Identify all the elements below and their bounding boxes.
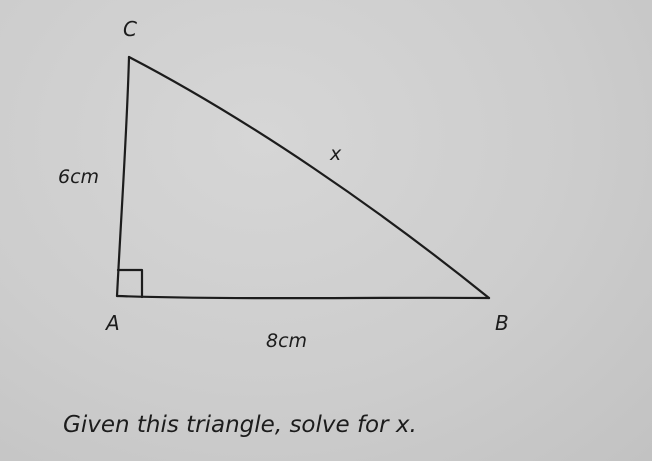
vertex-label-b: B [495, 311, 509, 335]
side-bc-line [127, 55, 491, 300]
side-label-ac: 6cm [58, 166, 99, 188]
question-text: Given this triangle, solve for x. [63, 412, 417, 438]
side-ab-line [115, 294, 491, 300]
side-label-ab: 8cm [266, 330, 307, 352]
vertex-label-a: A [104, 311, 120, 335]
side-label-bc: x [329, 143, 342, 165]
right-angle-marker [116, 268, 144, 299]
side-ac-line [115, 55, 131, 298]
vertex-label-c: C [123, 17, 137, 41]
